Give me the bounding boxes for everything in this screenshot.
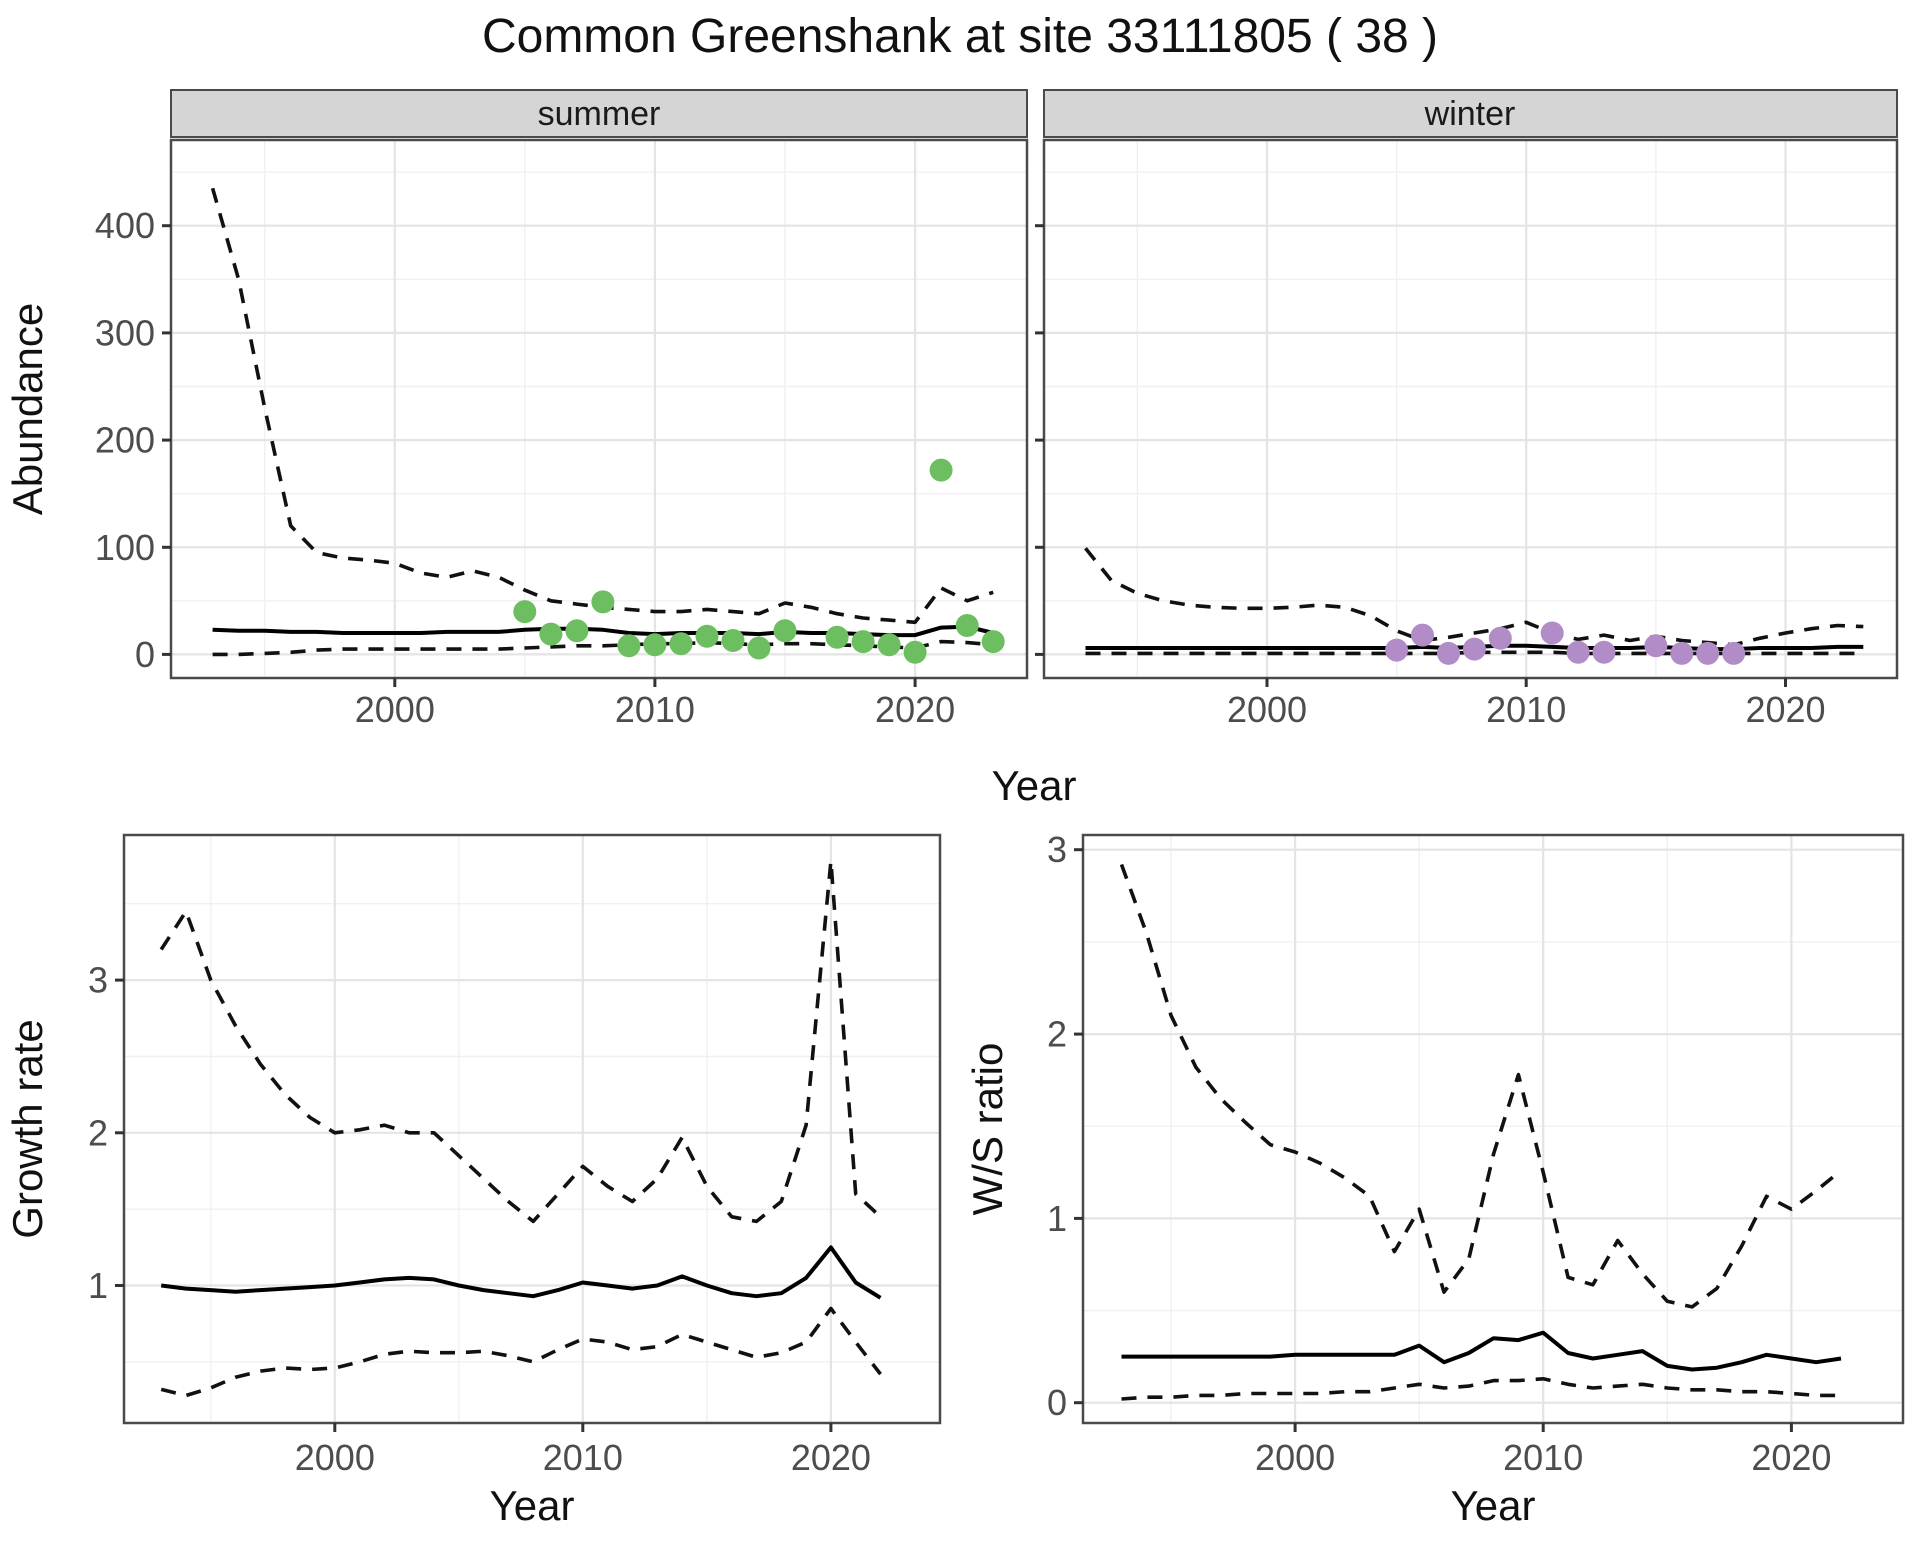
data-point-winter [1385,638,1409,662]
data-point-winter [1696,641,1720,665]
x-tick-label: 2000 [355,689,435,730]
y-tick-label: 3 [1047,829,1067,870]
data-point-winter [1566,640,1590,664]
x-tick-label: 2010 [543,1437,623,1478]
data-point-winter [1670,641,1694,665]
y-tick-label: 3 [88,960,108,1001]
w-s-ratio-upper-ci-line [1119,863,1843,1309]
y-tick-label: 0 [1047,1382,1067,1423]
data-point-summer [591,590,615,614]
panel-growth-rate: 2000 2010 2020 1 2 3 [88,833,942,1478]
data-point-winter [1488,626,1512,650]
y-tick-label: 2 [88,1112,108,1153]
growth-rate-median-line [160,1245,882,1300]
data-point-winter [1540,621,1564,645]
facet-strip-summer [170,89,1028,138]
data-point-winter [1592,640,1616,664]
panel-summer-abundance: 2000 2010 2020 0 100 200 300 400 [95,138,1029,730]
data-point-summer [903,640,927,664]
x-tick-label: 2000 [295,1437,375,1478]
panel-border [122,833,942,1425]
x-tick-label: 2010 [1486,689,1566,730]
y-tick-label: 300 [95,312,155,353]
data-point-summer [773,619,797,643]
data-point-summer [617,634,641,658]
data-point-summer [695,624,719,648]
x-tick-label: 2020 [1751,1437,1831,1478]
data-point-summer [643,633,667,657]
y-axis-title-ws-ratio: W/S ratio [964,1043,1011,1216]
x-axis-title-year-ws: Year [1451,1482,1536,1529]
data-point-winter [1722,641,1746,665]
y-tick-label: 100 [95,527,155,568]
x-tick-label: 2020 [1745,689,1825,730]
panel-background [1083,835,1903,1423]
x-tick-label: 2000 [1255,1437,1335,1478]
w-s-ratio-median-line [1121,1330,1842,1372]
chart-title: Common Greenshank at site 33111805 ( 38 … [482,10,1438,63]
growth-rate-lower-ci-line [160,1306,882,1398]
panel-border [1081,833,1905,1425]
data-point-summer [513,600,537,624]
data-point-summer [981,630,1005,654]
data-point-summer [539,622,563,646]
data-point-summer [877,633,901,657]
data-point-winter [1462,637,1486,661]
panel-background [171,140,1027,678]
facet-strips: summer winter [170,89,1898,138]
x-tick-label: 2010 [615,689,695,730]
panel-border [169,138,1029,680]
x-tick-label: 2020 [875,689,955,730]
panel-border [1042,138,1899,680]
data-point-summer [825,625,849,649]
y-tick-label: 1 [1047,1198,1067,1239]
x-axis-title-year-growth: Year [490,1482,575,1529]
panel-winter-abundance: 2000 2010 2020 [1035,138,1899,730]
data-point-summer [565,619,589,643]
data-point-summer [851,630,875,654]
y-tick-label: 400 [95,205,155,246]
growth-rate-upper-ci-line [159,859,882,1224]
facet-strip-winter [1043,89,1898,138]
panel-background [124,835,940,1423]
y-tick-label: 0 [135,634,155,675]
data-point-summer [929,458,953,482]
data-point-summer [955,614,979,637]
y-axis-title-growth-rate: Growth rate [4,1019,51,1238]
data-point-summer [669,632,693,656]
x-axis-title-year-top: Year [992,762,1077,809]
x-tick-label: 2010 [1503,1437,1583,1478]
facet-strip-winter-label: winter [1424,95,1516,133]
y-tick-label: 2 [1047,1014,1067,1055]
y-axis-title-abundance: Abundance [4,303,51,516]
data-point-summer [747,636,771,660]
data-point-summer [721,629,745,652]
panel-ws-ratio: 2000 2010 2020 0 1 2 3 [1047,829,1905,1478]
data-point-winter [1411,623,1434,647]
y-tick-label: 200 [95,420,155,461]
w-s-ratio-lower-ci-line [1121,1377,1841,1401]
facet-strip-summer-label: summer [538,95,661,133]
x-tick-label: 2020 [791,1437,871,1478]
data-point-winter [1644,634,1668,658]
y-tick-label: 1 [88,1265,108,1306]
data-point-winter [1437,641,1460,665]
panel-background [1044,140,1897,678]
x-tick-label: 2000 [1227,689,1307,730]
